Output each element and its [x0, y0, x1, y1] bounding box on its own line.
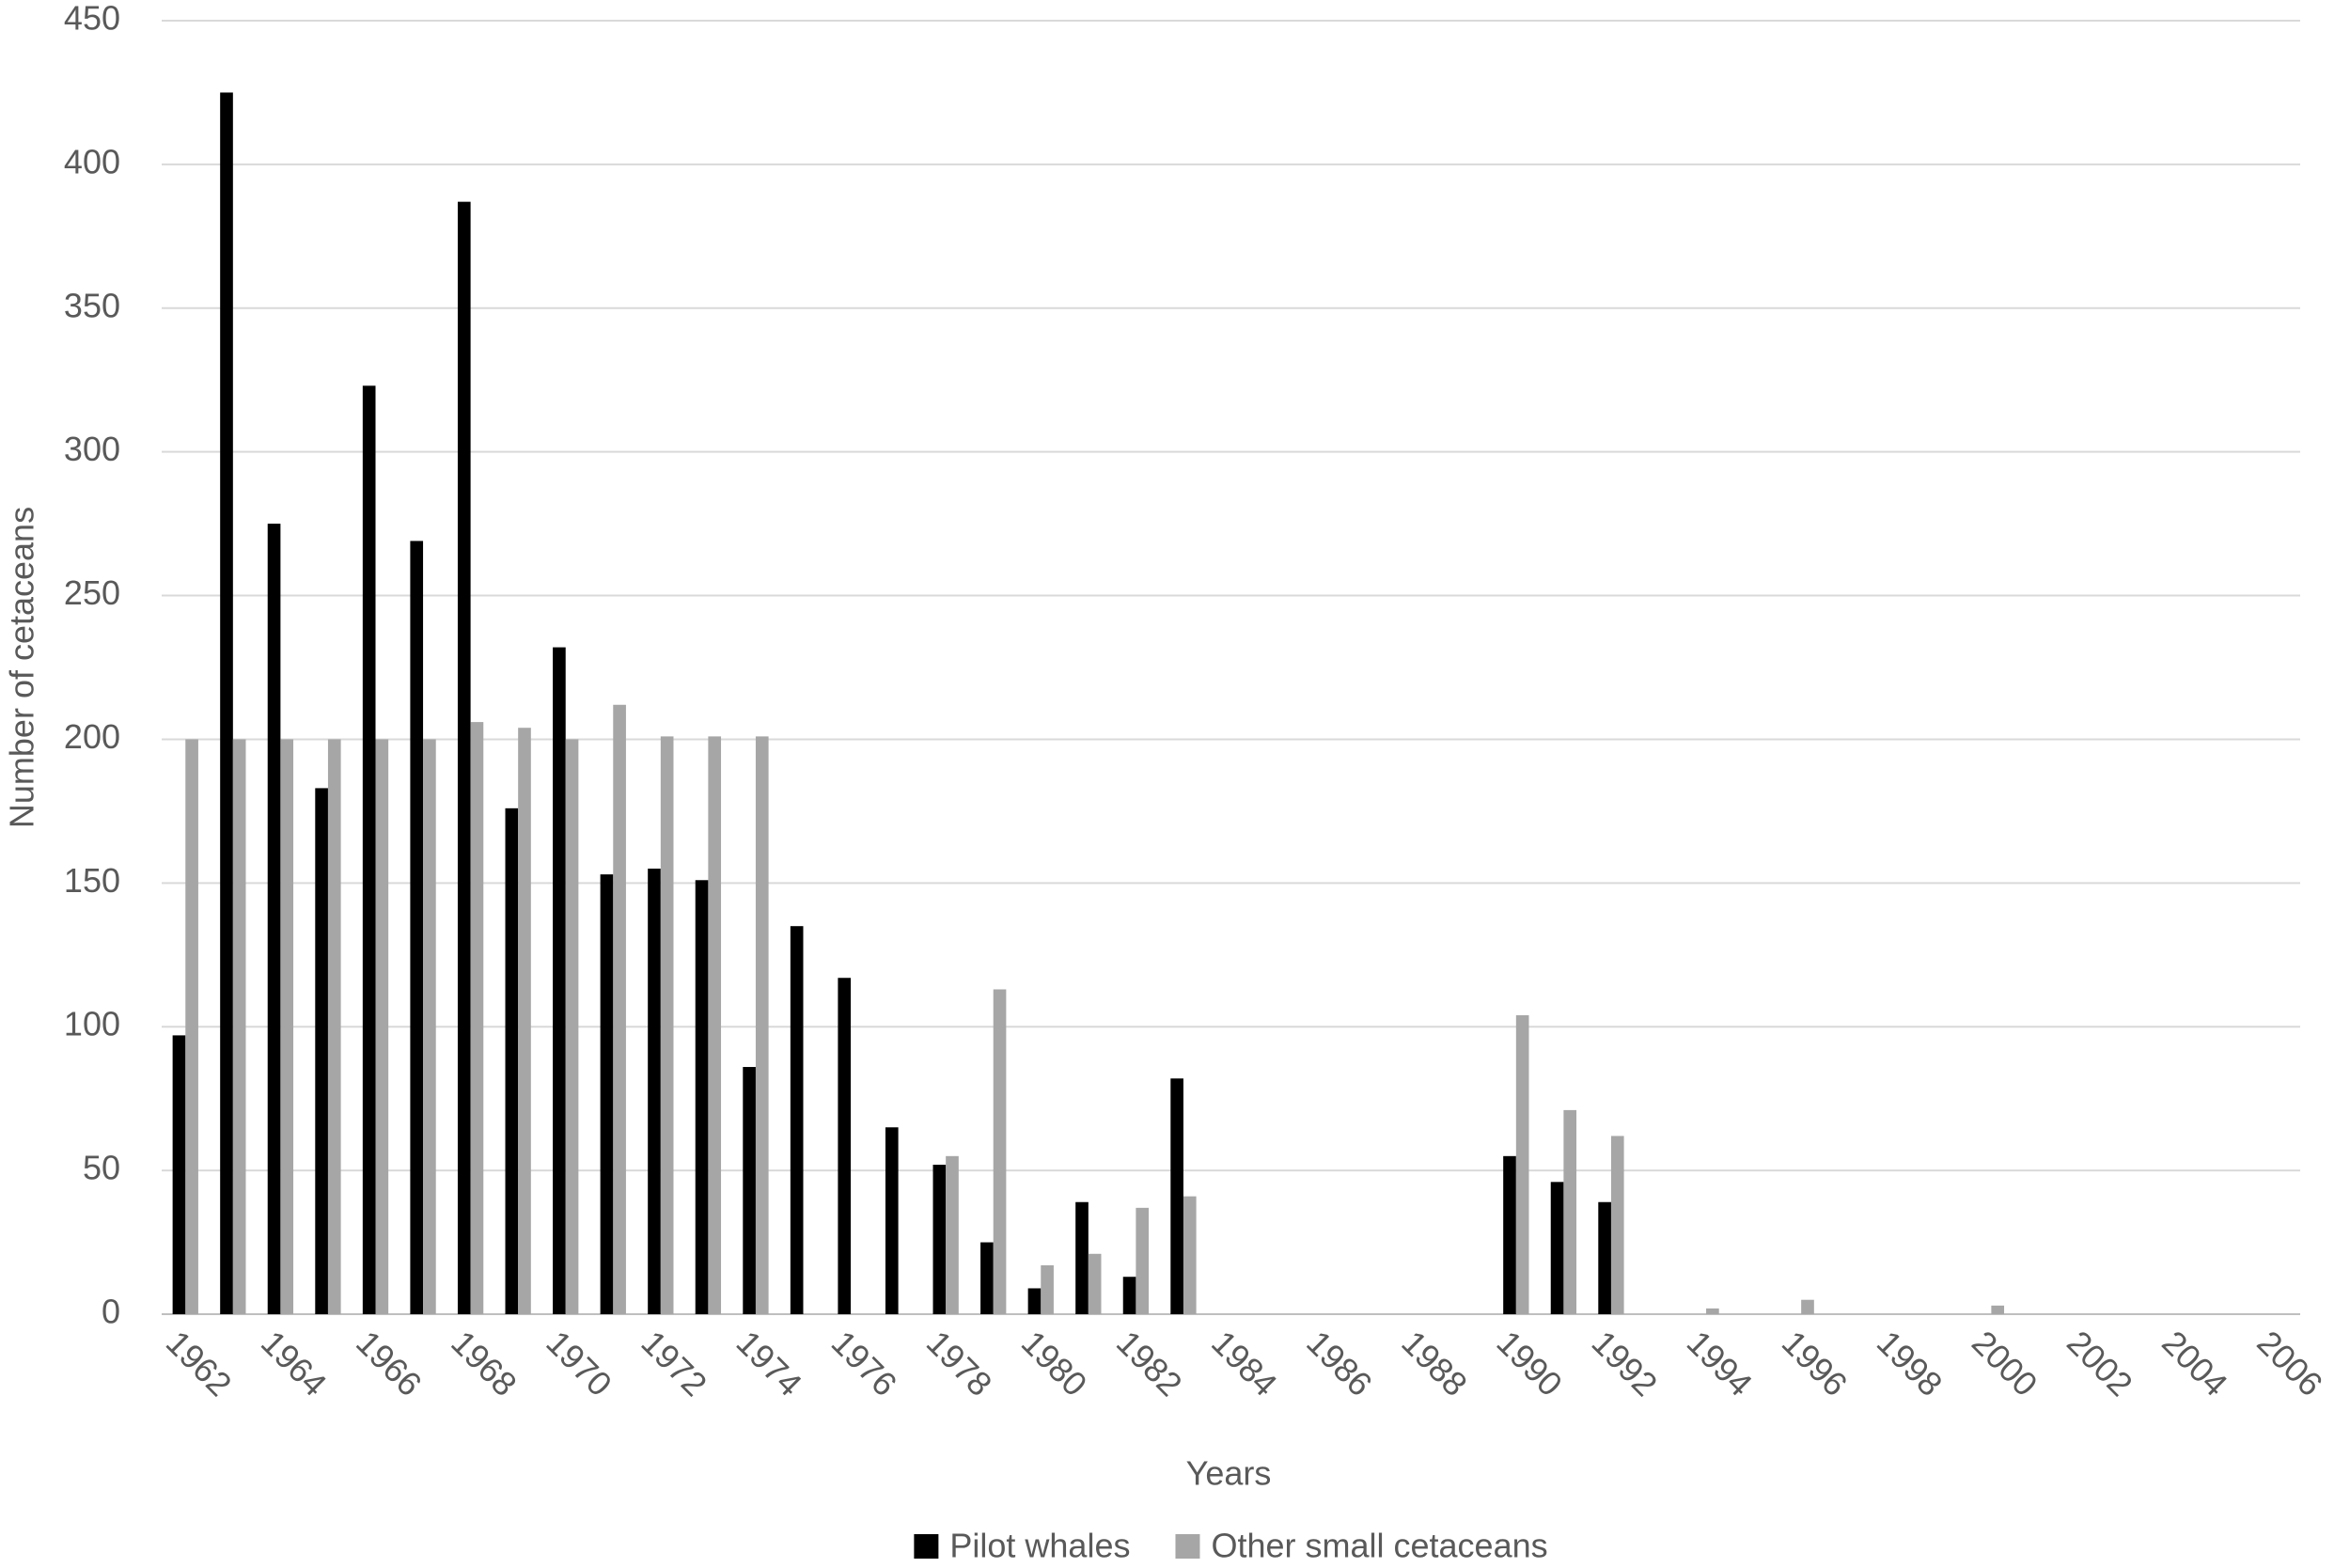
bar — [457, 201, 471, 1314]
y-tick-label: 350 — [64, 286, 120, 324]
x-tick-label: 1970 — [539, 1323, 619, 1403]
bar — [708, 736, 722, 1314]
x-tick-label: 1992 — [1585, 1323, 1666, 1403]
bar — [232, 739, 246, 1314]
legend-swatch — [1175, 1534, 1200, 1559]
y-tick-label: 50 — [83, 1149, 120, 1187]
y-tick-label: 450 — [64, 0, 120, 38]
bar — [1170, 1078, 1183, 1314]
bar — [505, 808, 519, 1314]
x-tick-label: 1974 — [729, 1323, 810, 1403]
bar — [172, 1035, 186, 1314]
bar — [1503, 1155, 1516, 1314]
y-tick-label: 150 — [64, 861, 120, 900]
bar — [1598, 1201, 1611, 1314]
x-tick-label: 1964 — [254, 1323, 335, 1403]
x-tick-label: 1962 — [159, 1323, 240, 1403]
legend-label: Other small cetaceans — [1211, 1527, 1547, 1565]
bar — [1991, 1305, 2005, 1314]
x-tick-label: 1972 — [634, 1323, 714, 1403]
bar — [423, 739, 436, 1314]
bar — [648, 869, 661, 1314]
bar — [932, 1164, 947, 1314]
bar — [1515, 1014, 1529, 1314]
x-tick-label: 1968 — [444, 1323, 525, 1403]
x-tick-label: 2004 — [2154, 1323, 2235, 1403]
bar — [565, 739, 579, 1314]
x-tick-label: 1988 — [1394, 1323, 1475, 1403]
bar — [410, 541, 424, 1314]
bar — [1183, 1196, 1197, 1314]
bar — [1088, 1253, 1102, 1314]
bar — [1075, 1201, 1089, 1314]
x-tick-label: 1982 — [1109, 1323, 1190, 1403]
x-tick-label: 2000 — [1965, 1323, 2045, 1403]
bar — [660, 736, 674, 1314]
bar — [362, 385, 376, 1314]
bar — [1122, 1277, 1136, 1314]
bar — [327, 739, 341, 1314]
bar — [600, 874, 614, 1314]
y-tick-label: 0 — [102, 1293, 120, 1331]
bar — [755, 736, 769, 1314]
y-tick-label: 100 — [64, 1005, 120, 1043]
x-tick-label: 2006 — [2249, 1323, 2330, 1403]
bar — [1027, 1288, 1042, 1314]
bar — [885, 1127, 899, 1314]
y-tick-label: 400 — [64, 142, 120, 180]
legend-label: Pilot whales — [949, 1527, 1130, 1565]
bar — [993, 989, 1007, 1314]
y-tick-label: 250 — [64, 573, 120, 612]
bar — [613, 704, 626, 1314]
bar — [946, 1155, 959, 1314]
bar — [1706, 1308, 1719, 1314]
bar — [315, 788, 328, 1314]
x-tick-label: 1980 — [1014, 1323, 1095, 1403]
x-tick-label: 1984 — [1204, 1323, 1285, 1403]
bar — [375, 739, 389, 1314]
x-axis-title: Years — [1186, 1454, 1272, 1493]
bar — [695, 880, 709, 1314]
bar — [1801, 1299, 1814, 1314]
bar — [1550, 1182, 1564, 1314]
bar — [553, 647, 566, 1314]
x-tick-label: 1994 — [1680, 1323, 1761, 1403]
y-tick-label: 200 — [64, 717, 120, 756]
x-tick-label: 1986 — [1299, 1323, 1380, 1403]
bar — [1610, 1136, 1624, 1314]
bar — [518, 728, 531, 1314]
x-tick-label: 2002 — [2060, 1323, 2140, 1403]
bar — [1136, 1207, 1150, 1314]
bar — [185, 739, 198, 1314]
bar — [838, 978, 852, 1314]
bar — [743, 1067, 756, 1314]
x-tick-label: 1996 — [1775, 1323, 1856, 1403]
bar — [280, 739, 294, 1314]
y-axis-title: Number of cetaceans — [3, 507, 41, 828]
x-tick-label: 1978 — [919, 1323, 1000, 1403]
y-tick-label: 300 — [64, 430, 120, 468]
bar — [1563, 1109, 1577, 1314]
legend-swatch — [914, 1534, 939, 1559]
bar — [1041, 1265, 1054, 1314]
x-tick-label: 1966 — [349, 1323, 430, 1403]
x-tick-label: 1990 — [1489, 1323, 1570, 1403]
bar — [220, 92, 233, 1314]
bar — [267, 524, 281, 1314]
bar — [790, 926, 804, 1314]
bar — [470, 722, 484, 1314]
bar — [980, 1242, 994, 1314]
x-tick-label: 1998 — [1870, 1323, 1950, 1403]
x-tick-label: 1976 — [824, 1323, 905, 1403]
